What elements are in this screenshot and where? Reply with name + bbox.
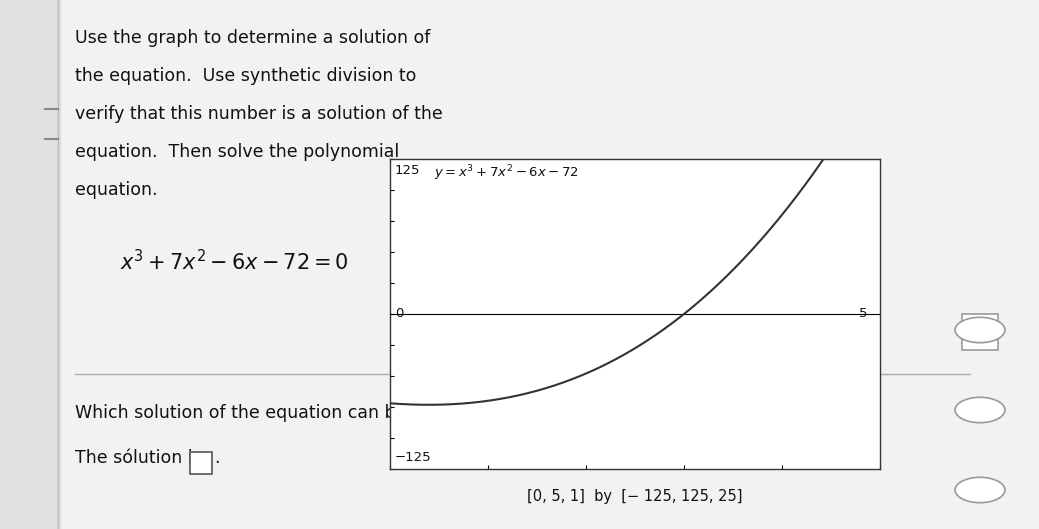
Bar xyxy=(190,452,212,474)
Text: −: − xyxy=(975,404,985,416)
Text: −125: −125 xyxy=(395,451,431,464)
Text: The sólution is: The sólution is xyxy=(75,449,202,467)
Text: equation.: equation. xyxy=(75,181,158,199)
Text: 0: 0 xyxy=(395,307,403,320)
Text: verify that this number is a solution of the: verify that this number is a solution of… xyxy=(75,105,443,123)
Text: 125: 125 xyxy=(395,163,421,177)
Text: equation.  Then solve the polynomial: equation. Then solve the polynomial xyxy=(75,143,399,161)
Bar xyxy=(0,0,60,529)
Text: $y = x^3 + 7x^2 - 6x - 72$: $y = x^3 + 7x^2 - 6x - 72$ xyxy=(434,163,579,183)
Text: Which solution of the equation can be determined from the graph?: Which solution of the equation can be de… xyxy=(75,404,660,422)
Text: $x^3 + 7x^2 - 6x - 72 = 0$: $x^3 + 7x^2 - 6x - 72 = 0$ xyxy=(119,249,349,274)
Text: Use the graph to determine a solution of: Use the graph to determine a solution of xyxy=(75,29,430,47)
Text: ↗: ↗ xyxy=(975,324,985,336)
Text: 5: 5 xyxy=(859,307,868,320)
Bar xyxy=(962,314,998,350)
Text: .: . xyxy=(214,449,219,467)
Text: the equation.  Use synthetic division to: the equation. Use synthetic division to xyxy=(75,67,417,85)
Text: +: + xyxy=(975,484,985,497)
Text: [0, 5, 1]  by  [− 125, 125, 25]: [0, 5, 1] by [− 125, 125, 25] xyxy=(527,489,743,504)
